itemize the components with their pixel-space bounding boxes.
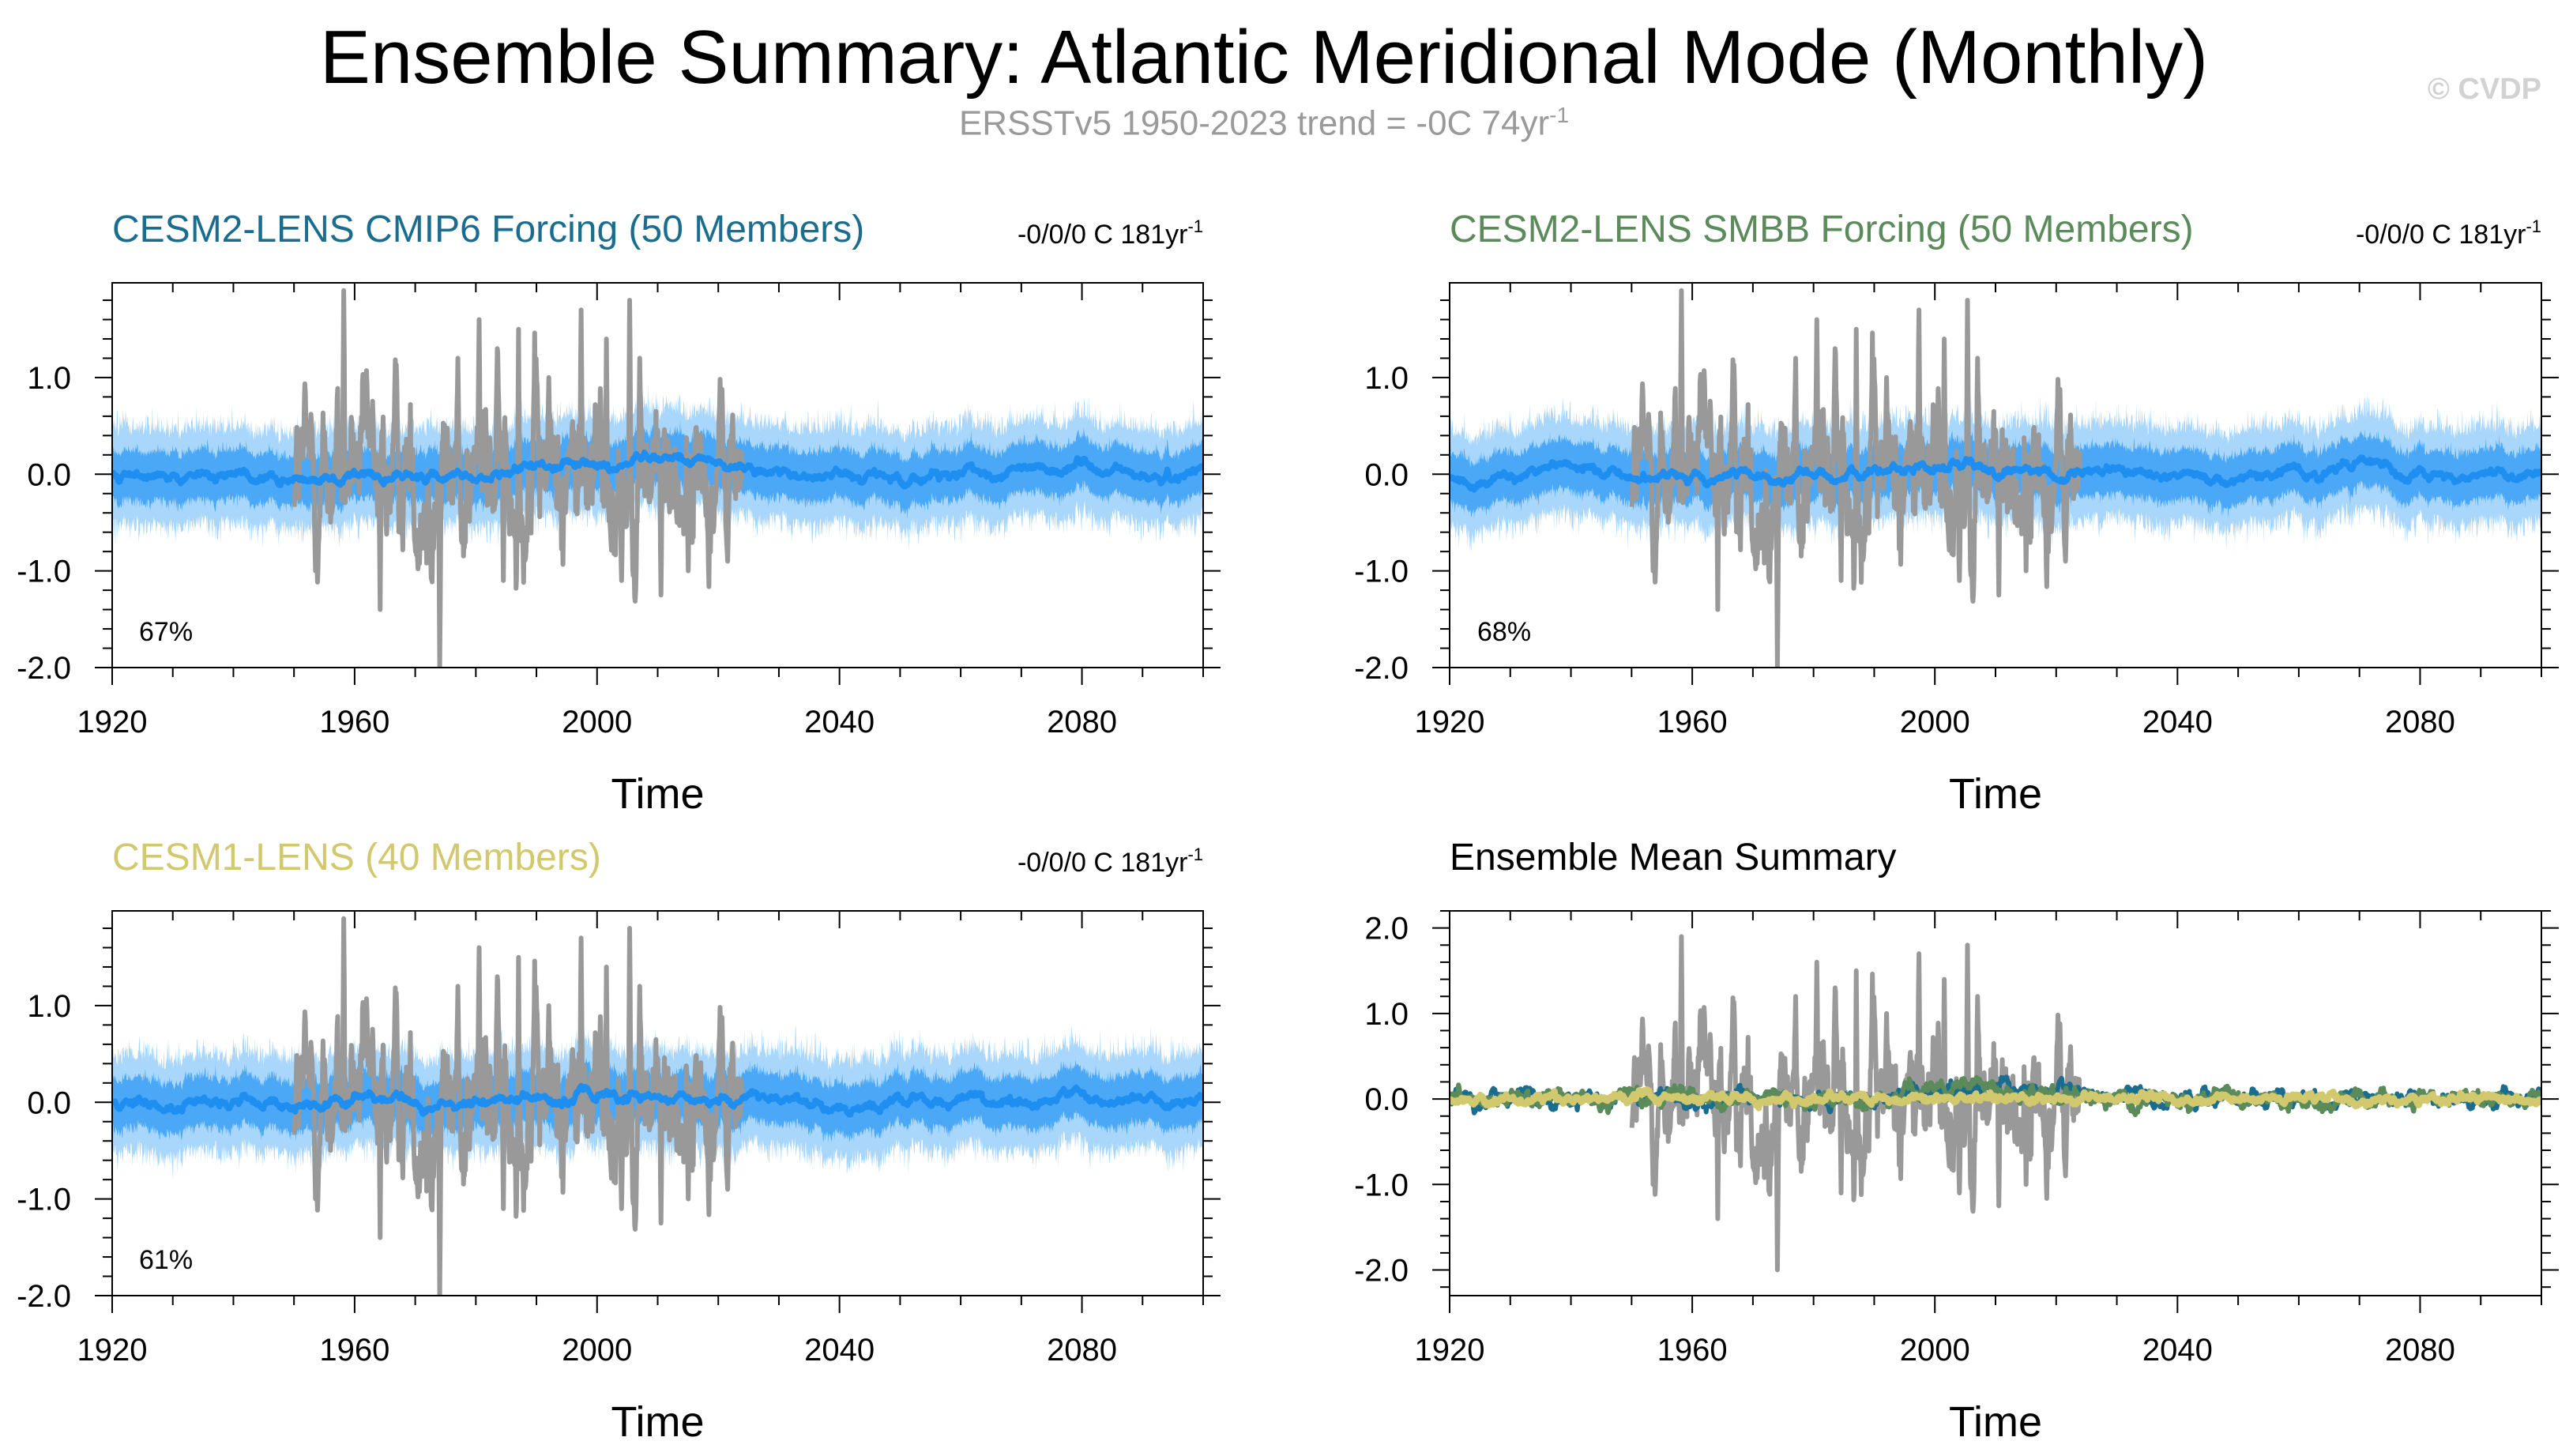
- plot-area: [112, 916, 1203, 1296]
- y-tick-label: -1.0: [17, 1183, 71, 1217]
- figure-title: Ensemble Summary: Atlantic Meridional Mo…: [319, 15, 2209, 100]
- x-axis-label: Time: [611, 1398, 705, 1446]
- x-tick-label: 1920: [1415, 1333, 1485, 1368]
- x-tick-label: 1960: [319, 705, 389, 739]
- percent-label: 68%: [1477, 617, 1531, 647]
- trend-label-text: -0/0/0 C 181yr: [1018, 220, 1187, 250]
- ensemble-mean-line: [1450, 454, 2541, 493]
- x-tick-label: 2080: [1047, 1333, 1117, 1368]
- ensemble-mean-line: [112, 449, 1203, 490]
- trend-label: -0/0/0 C 181yr-1: [1018, 845, 1203, 878]
- x-tick-label: 2000: [1900, 1333, 1970, 1368]
- chart-panel-top-right: 1920 1960 2000 2040 2080 -2.0 -1.0 0.0 1.0 Time CE…: [1354, 209, 2559, 818]
- x-tick-label: 1920: [77, 705, 148, 739]
- trend-label: -0/0/0 C 181yr-1: [1018, 216, 1203, 250]
- plot-area: [112, 288, 1203, 668]
- x-tick-label: 2080: [2385, 705, 2455, 739]
- figure-subtitle: ERSSTv5 1950-2023 trend = -0C 74yr-1: [0, 103, 2528, 144]
- y-tick-label: 1.0: [1364, 997, 1409, 1032]
- x-tick-label: 2040: [804, 1333, 875, 1368]
- trend-label: -0/0/0 C 181yr-1: [2356, 216, 2541, 250]
- x-tick-label: 2040: [2142, 1333, 2213, 1368]
- x-tick-label: 2080: [1047, 705, 1117, 739]
- x-tick-label: 1960: [1657, 1333, 1728, 1368]
- plot-area: [1450, 288, 2541, 668]
- y-tick-label: 0.0: [1364, 1082, 1409, 1117]
- panel-title: Ensemble Mean Summary: [1450, 837, 1897, 878]
- y-tick-label: 1.0: [27, 989, 71, 1024]
- percent-label: 67%: [139, 617, 193, 647]
- y-tick-label: 1.0: [27, 361, 71, 396]
- chart-panel-bottom-left: 1920 1960 2000 2040 2080 -2.0 -1.0 0.0 1.0 Time CE…: [17, 837, 1221, 1446]
- y-tick-label: 0.0: [27, 457, 71, 492]
- x-tick-label: 2000: [1900, 705, 1970, 739]
- percent-label: 61%: [139, 1245, 193, 1275]
- watermark: © CVDP: [2427, 73, 2541, 106]
- y-tick-label: -1.0: [17, 555, 71, 589]
- x-axis-label: Time: [1949, 770, 2042, 818]
- y-tick-label: 2.0: [1364, 912, 1409, 946]
- x-tick-label: 2040: [2142, 705, 2213, 739]
- x-tick-label: 1960: [319, 1333, 389, 1368]
- trend-label-superscript: -1: [1187, 216, 1203, 236]
- y-tick-label: 0.0: [1364, 457, 1409, 492]
- x-axis-label: Time: [611, 770, 705, 818]
- x-tick-label: 2000: [562, 705, 632, 739]
- x-tick-label: 1960: [1657, 705, 1728, 739]
- subtitle-superscript: -1: [1549, 103, 1570, 127]
- x-tick-label: 2080: [2385, 1333, 2455, 1368]
- trend-label-text: -0/0/0 C 181yr: [1018, 848, 1187, 878]
- observed-line: [1629, 288, 2083, 668]
- plot-area: [1450, 934, 2541, 1273]
- y-tick-label: -2.0: [1354, 651, 1409, 686]
- y-tick-label: -2.0: [1354, 1254, 1409, 1289]
- trend-label-superscript: -1: [2526, 216, 2541, 236]
- y-tick-label: -2.0: [17, 1279, 71, 1314]
- x-tick-label: 1920: [1415, 705, 1485, 739]
- y-tick-label: -1.0: [1354, 555, 1409, 589]
- panel-title: CESM2-LENS SMBB Forcing (50 Members): [1450, 209, 2194, 250]
- y-tick-label: 0.0: [27, 1085, 71, 1120]
- trend-label-text: -0/0/0 C 181yr: [2356, 220, 2526, 250]
- chart-panel-bottom-right: 1920 1960 2000 2040 2080 -2.0 -1.0 0.0 1.0 2.0 Tim…: [1354, 837, 2559, 1446]
- x-tick-label: 2000: [562, 1333, 632, 1368]
- x-axis-label: Time: [1949, 1398, 2042, 1446]
- cesm1-mean-line: [1450, 1086, 2541, 1112]
- panel-title: CESM2-LENS CMIP6 Forcing (50 Members): [112, 209, 864, 250]
- y-tick-label: 1.0: [1364, 361, 1409, 396]
- subtitle-text: ERSSTv5 1950-2023 trend = -0C 74yr: [958, 103, 1550, 143]
- trend-label-superscript: -1: [1187, 845, 1203, 864]
- x-tick-label: 2040: [804, 705, 875, 739]
- x-tick-label: 1920: [77, 1333, 148, 1368]
- chart-panel-top-left: 1920 1960 2000 2040 2080 -2.0 -1.0 0.0 1.0 Time CE…: [17, 209, 1221, 818]
- y-tick-label: -2.0: [17, 651, 71, 686]
- y-tick-label: -1.0: [1354, 1168, 1409, 1202]
- observed-line: [292, 916, 745, 1296]
- ensemble-mean-line: [112, 1082, 1203, 1118]
- observed-line: [292, 288, 745, 668]
- panel-title: CESM1-LENS (40 Members): [112, 837, 601, 878]
